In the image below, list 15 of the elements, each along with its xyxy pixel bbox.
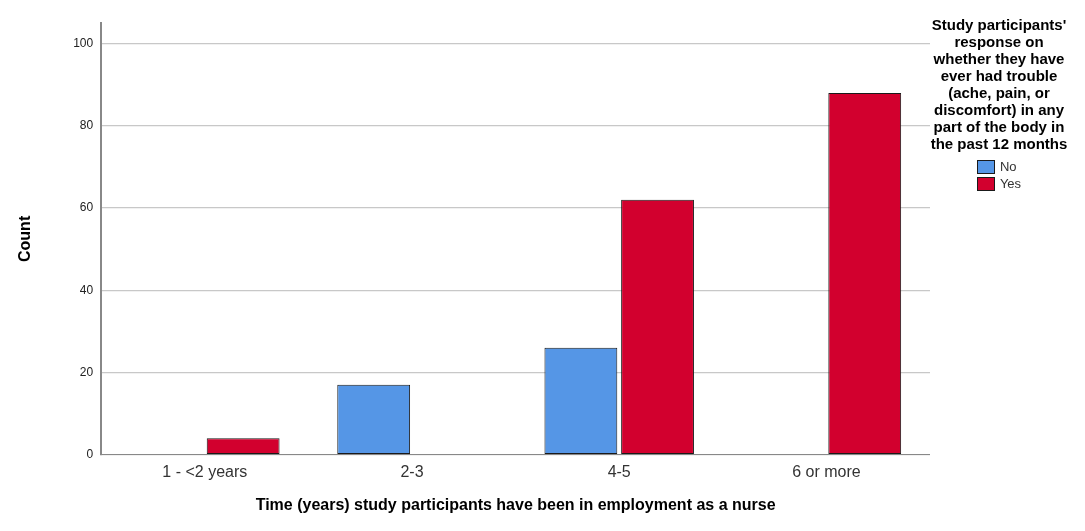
y-tick-label: 100 (73, 36, 94, 51)
legend-title: Study participants' response on whether they have ever had trouble (ache, pain, or discomfort) in any part of the body in the past 12 months (930, 16, 1068, 152)
legend-label: Yes (999, 175, 1022, 192)
y-tick-label: 0 (86, 446, 94, 461)
y-tick-label: 20 (79, 364, 94, 379)
y-tick-label: 80 (79, 118, 94, 133)
x-axis-title: Time (years) study participants have been in employment as a nurse (255, 495, 776, 513)
legend-label: No (999, 158, 1017, 175)
x-tick-label: 1 - <2 years (162, 462, 248, 480)
x-tick-label: 4-5 (607, 462, 631, 480)
y-tick-label: 40 (79, 282, 94, 297)
x-tick-label: 6 or more (792, 462, 861, 480)
x-tick-label: 2-3 (400, 462, 424, 480)
y-tick-label: 60 (79, 200, 94, 215)
y-axis-title: Count (16, 215, 34, 262)
